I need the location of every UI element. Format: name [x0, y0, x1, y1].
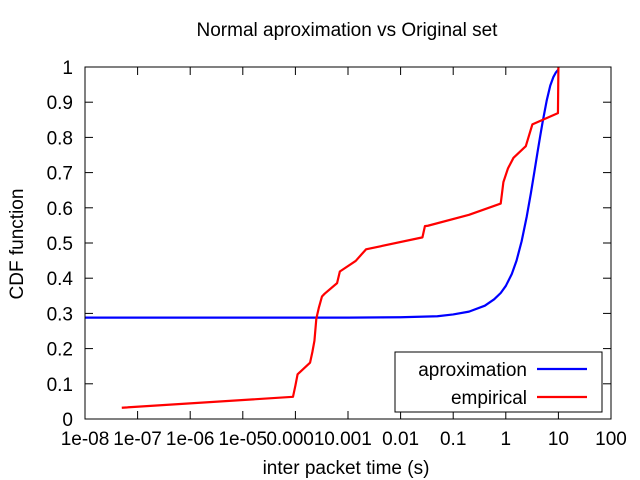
y-tick-label: 1: [62, 58, 73, 79]
y-axis-label: CDF function: [7, 189, 28, 300]
plot-frame: [84, 66, 612, 420]
y-tick-label: 0.8: [47, 128, 73, 149]
series-layer: [85, 66, 560, 409]
y-tick-label: 0.7: [47, 164, 73, 185]
y-tick-label: 0.4: [47, 269, 74, 290]
x-tick-label: 1e-08: [61, 429, 110, 450]
series-line-aproximation: [85, 68, 560, 319]
x-tick-label: 0.0001: [266, 429, 324, 450]
legend-box: [394, 351, 603, 413]
y-tick-label: 0.9: [47, 93, 73, 114]
x-tick-label: 0.001: [324, 429, 372, 450]
x-axis-label: inter packet time (s): [263, 458, 430, 479]
legend: aproximation empirical: [394, 351, 603, 413]
x-tick-label: 1e-06: [166, 429, 215, 450]
x-tick-label: 0.1: [440, 429, 466, 450]
y-tick-label: 0.5: [47, 234, 73, 255]
x-tick-label: 0.01: [382, 429, 419, 450]
chart-title: Normal aproximation vs Original set: [197, 20, 499, 41]
y-tick-label: 0.3: [47, 304, 73, 325]
y-tick-label: 0: [62, 410, 73, 431]
y-tick-label: 0.2: [47, 340, 73, 361]
x-tick-label: 1e-07: [113, 429, 162, 450]
y-tick-label: 0.6: [47, 199, 73, 220]
y-tick-label: 0.1: [47, 375, 73, 396]
x-tick-label: 1: [501, 429, 512, 450]
x-tick-label: 1e-05: [218, 429, 267, 450]
x-tick-label: 10: [548, 429, 569, 450]
x-tick-label: 100: [595, 429, 627, 450]
legend-label-empirical: empirical: [451, 388, 527, 409]
series-line-empirical: [121, 66, 560, 409]
legend-label-aproximation: aproximation: [418, 360, 527, 381]
